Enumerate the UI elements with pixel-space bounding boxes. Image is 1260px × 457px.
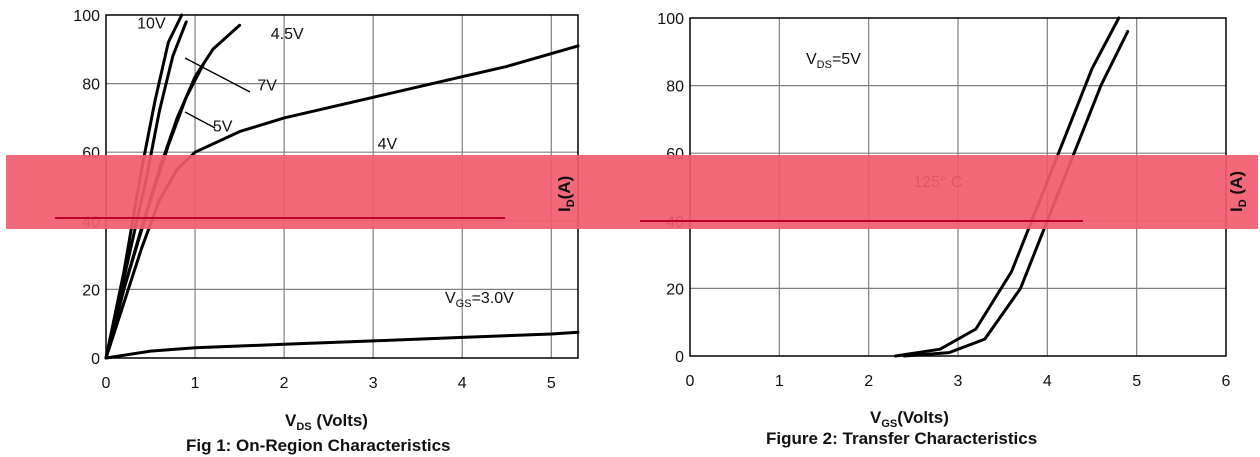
chart-1-x-tick-label: 3	[369, 375, 378, 392]
chart-1-y-tick-label: 100	[73, 8, 100, 25]
chart-2-series-line	[894, 16, 1121, 358]
chart-1-x-tick-label: 5	[547, 375, 556, 392]
chart-1-y-tick-label: 0	[91, 351, 100, 368]
chart-1-x-tick-label: 1	[191, 375, 200, 392]
chart-2-x-tick-label: 5	[1132, 373, 1141, 390]
chart-2-y-tick-label: 20	[666, 281, 684, 298]
chart-1-vgs-label: VGS=3.0V	[445, 290, 514, 310]
chart-1-curve-label: 4V	[378, 136, 398, 153]
chart-1-y-axis-title: ID(A)	[555, 176, 577, 212]
chart-1-curve-label: 7V	[257, 77, 277, 94]
chart-2-x-tick-label: 6	[1222, 373, 1231, 390]
chart-1-series-line	[104, 20, 188, 360]
chart-2-x-tick-label: 4	[1043, 373, 1052, 390]
chart-1-x-tick-label: 4	[458, 375, 467, 392]
chart-2-caption: Figure 2: Transfer Characteristics	[766, 429, 1037, 448]
chart-2-y-tick-label: 0	[675, 349, 684, 366]
chart-1-caption: Fig 1: On-Region Characteristics	[186, 436, 451, 455]
chart-1-series-line	[104, 23, 242, 360]
chart-1-x-ticks: 0 1 2 3 4 5	[102, 375, 556, 392]
chart-1-y-ticks: 020406080100	[73, 8, 100, 368]
chart-1-curve-labels: 10V 4.5V 7V 5V 4V	[137, 16, 397, 153]
chart-1-leader-line	[184, 57, 251, 93]
chart-1-series-line	[104, 44, 580, 360]
chart-2-x-axis-title: VGS(Volts)	[870, 408, 949, 430]
chart-1-curve-label: 5V	[213, 119, 233, 136]
chart-2-x-tick-label: 3	[954, 373, 963, 390]
chart-1-series	[104, 13, 580, 360]
chart-2-x-ticks: 0 1 2 3 4 5 6	[686, 373, 1231, 390]
chart-1-x-tick-label: 2	[280, 375, 289, 392]
chart-2-x-tick-label: 1	[775, 373, 784, 390]
chart-2-vds-label: VDS=5V	[806, 51, 861, 71]
chart-2-x-tick-label: 2	[864, 373, 873, 390]
chart-1-series-line	[104, 330, 580, 360]
chart-1-curve-label: 4.5V	[271, 26, 304, 43]
chart-1-y-tick-label: 20	[82, 282, 100, 299]
overlay-band: ID(A) ID (A)	[6, 155, 1258, 229]
chart-2-x-tick-label: 0	[686, 373, 695, 390]
chart-2-y-tick-label: 80	[666, 79, 684, 96]
chart-1-x-axis-title: VDS (Volts)	[285, 411, 368, 433]
chart-1-curve-label: 10V	[137, 16, 166, 33]
chart-1-leader-line	[184, 111, 216, 129]
chart-2-series-line	[902, 30, 1130, 358]
chart-1-x-tick-label: 0	[102, 375, 111, 392]
overlay-band-fill	[6, 155, 1258, 229]
chart-1-y-tick-label: 80	[82, 77, 100, 94]
chart-2-series	[894, 16, 1130, 358]
chart-2-y-axis-title: ID (A)	[1227, 171, 1249, 212]
chart-2-y-tick-label: 100	[657, 11, 684, 28]
